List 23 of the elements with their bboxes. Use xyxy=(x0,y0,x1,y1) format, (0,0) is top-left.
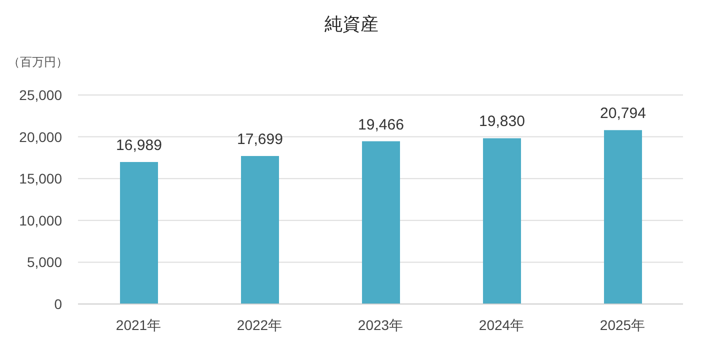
y-tick-label: 10,000 xyxy=(19,212,62,228)
y-tick-label: 0 xyxy=(54,296,62,312)
y-axis-title: （百万円） xyxy=(8,54,68,71)
x-tick-label: 2024年 xyxy=(478,316,524,333)
y-tick-label: 20,000 xyxy=(19,128,62,145)
x-tick-label: 2025年 xyxy=(600,316,646,333)
y-tick-label: 5,000 xyxy=(26,254,62,270)
data-label: 17,699 xyxy=(237,131,283,148)
y-tick-label: 15,000 xyxy=(19,170,62,187)
y-tick-label: 25,000 xyxy=(19,86,62,103)
x-tick-label: 2023年 xyxy=(358,316,404,333)
data-label: 20,794 xyxy=(600,105,646,122)
data-label: 19,830 xyxy=(479,113,525,130)
data-label: 16,989 xyxy=(116,136,162,154)
x-tick-label: 2022年 xyxy=(236,316,282,333)
bar xyxy=(120,162,158,304)
bar xyxy=(604,130,642,304)
chart-title: 純資産 xyxy=(324,13,380,36)
bar xyxy=(362,141,400,304)
x-tick-label: 2021年 xyxy=(116,316,162,333)
data-label: 19,466 xyxy=(358,116,404,134)
bar xyxy=(241,156,279,304)
bar xyxy=(483,138,521,304)
